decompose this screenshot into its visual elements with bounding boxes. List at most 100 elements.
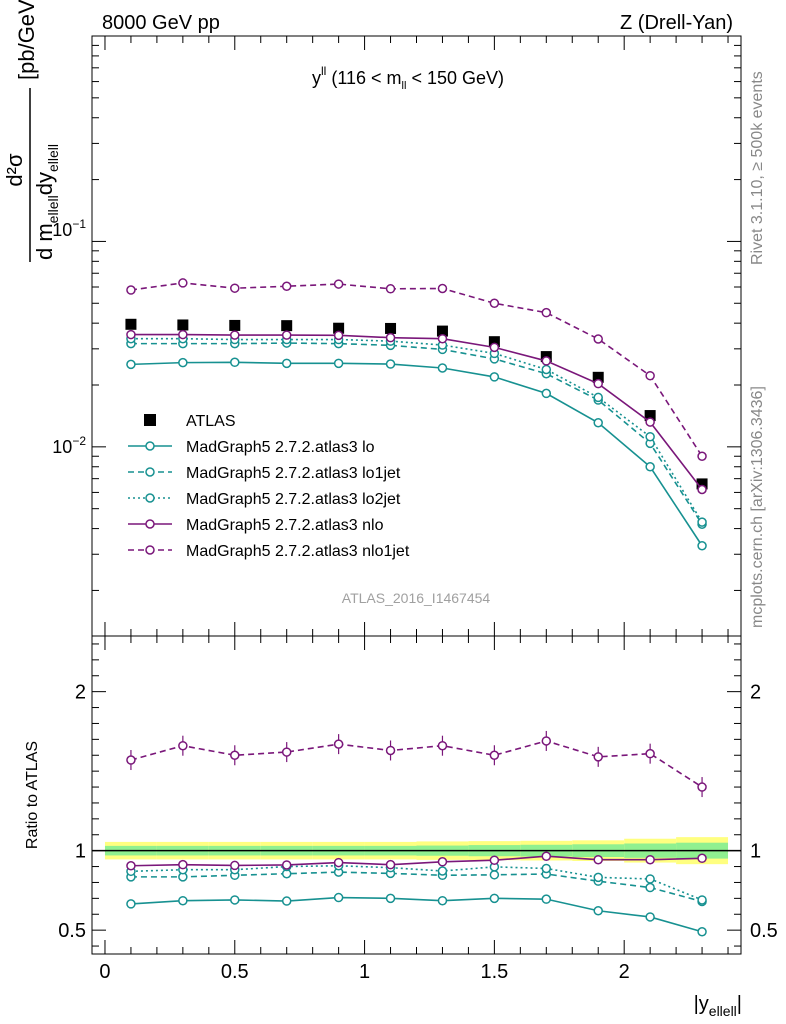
ratio-series-marker bbox=[333, 857, 344, 868]
main-y-axis-label: d²σ d mellelldyellell [pb/GeV] bbox=[2, 0, 61, 262]
main-series-marker bbox=[126, 285, 136, 295]
main-series-marker bbox=[541, 388, 552, 399]
main-series-marker bbox=[593, 418, 603, 428]
ratio-ytick-label: 0.5 bbox=[58, 920, 86, 942]
legend-entry: ATLAS bbox=[144, 413, 236, 430]
legend-marker bbox=[145, 493, 155, 503]
ratio-series-marker bbox=[645, 748, 655, 759]
ratio-series-marker bbox=[281, 860, 292, 870]
main-series-marker bbox=[126, 329, 136, 340]
main-series-line bbox=[130, 361, 703, 547]
ratio-series-line bbox=[130, 740, 703, 788]
ratio-series-marker bbox=[541, 863, 552, 874]
atlas-data-point bbox=[644, 410, 656, 422]
ratio-series-marker bbox=[489, 870, 500, 880]
main-series-marker bbox=[697, 451, 707, 461]
xtick-label: 0 bbox=[99, 961, 110, 983]
main-series-marker bbox=[281, 281, 292, 292]
ratio-ytick-label-right: 2 bbox=[750, 682, 761, 704]
legend-label: MadGraph5 2.7.2.atlas3 lo1jet bbox=[186, 465, 401, 482]
rivet-version-text: Rivet 3.1.10, ≥ 500k events bbox=[749, 71, 766, 265]
ratio-ytick-label-right: 1 bbox=[750, 841, 761, 863]
atlas-data-point bbox=[592, 371, 604, 383]
ratio-ytick-label: 1 bbox=[75, 841, 86, 863]
main-series-marker bbox=[437, 333, 448, 344]
ratio-series-marker bbox=[593, 854, 603, 865]
legend-label: MadGraph5 2.7.2.atlas3 nlo1jet bbox=[186, 543, 410, 560]
ratio-series-marker bbox=[126, 899, 136, 909]
legend-label: MadGraph5 2.7.2.atlas3 nlo bbox=[186, 517, 384, 534]
main-series-marker bbox=[230, 330, 240, 340]
legend-atlas-marker bbox=[144, 414, 156, 426]
atlas-data-point bbox=[385, 322, 397, 334]
xtick-label: 1 bbox=[359, 961, 370, 983]
ratio-series-4 bbox=[126, 730, 707, 798]
main-series-marker bbox=[230, 283, 240, 293]
ratio-series-line bbox=[130, 855, 703, 867]
main-series-marker bbox=[333, 279, 344, 289]
main-panel: yll (116 < mll < 150 GeV) d²σ d mellelld… bbox=[2, 0, 742, 637]
ratio-uncertainty-band bbox=[92, 837, 741, 865]
ratio-series-marker bbox=[437, 895, 448, 906]
main-series-line bbox=[130, 342, 703, 525]
main-series-marker bbox=[178, 357, 188, 368]
legend-label: MadGraph5 2.7.2.atlas3 lo bbox=[186, 439, 375, 456]
ratio-series-marker bbox=[126, 755, 136, 765]
legend-entry: MadGraph5 2.7.2.atlas3 nlo bbox=[128, 517, 384, 534]
ratio-series-marker bbox=[230, 750, 240, 760]
ratio-series-marker bbox=[697, 782, 707, 792]
legend-marker bbox=[145, 441, 155, 451]
ratio-y-axis-label: Ratio to ATLAS bbox=[24, 741, 41, 849]
ratio-series-marker bbox=[541, 894, 552, 904]
main-series-marker bbox=[593, 334, 603, 344]
main-series-marker bbox=[385, 284, 396, 294]
main-ticks bbox=[92, 35, 741, 636]
atlas-data-point bbox=[696, 478, 708, 490]
ratio-series-marker bbox=[489, 893, 500, 904]
xtick-label: 2 bbox=[619, 961, 630, 983]
main-series-marker bbox=[541, 364, 552, 375]
main-series-marker bbox=[333, 330, 344, 341]
atlas-data-point bbox=[333, 322, 345, 334]
ratio-series-marker bbox=[385, 745, 396, 756]
main-series-marker bbox=[281, 358, 292, 369]
atlas-data-point bbox=[281, 320, 293, 332]
main-series-line bbox=[130, 282, 703, 457]
legend-marker bbox=[145, 545, 155, 555]
main-series-5 bbox=[126, 278, 707, 461]
main-series-line bbox=[130, 333, 703, 490]
ylabel-denominator: d mellelldyellell bbox=[32, 144, 61, 260]
main-series-marker bbox=[541, 356, 552, 366]
xtick-label: 0.5 bbox=[221, 961, 249, 983]
legend-label: ATLAS bbox=[186, 413, 236, 430]
header-right: Z (Drell-Yan) bbox=[620, 12, 733, 34]
main-series-marker bbox=[697, 484, 707, 495]
main-series-marker bbox=[437, 363, 448, 373]
ratio-frame bbox=[91, 635, 742, 955]
plot-title: yll (116 < mll < 150 GeV) bbox=[312, 64, 504, 92]
ratio-ytick-label-right: 0.5 bbox=[750, 920, 778, 942]
main-series-marker bbox=[178, 278, 188, 288]
ratio-series-marker bbox=[333, 739, 344, 749]
ratio-series-3 bbox=[126, 851, 707, 871]
ratio-series-marker bbox=[385, 893, 396, 904]
ratio-ytick-label: 2 bbox=[75, 682, 86, 704]
legend-entry: MadGraph5 2.7.2.atlas3 lo1jet bbox=[128, 465, 401, 482]
ratio-series-marker bbox=[281, 896, 292, 906]
ratio-series-marker bbox=[230, 895, 240, 905]
main-series-marker bbox=[489, 342, 500, 353]
ratio-ticks: 0.5 0.5 1 1 2 2 0 0.5 1 1.5 2 bbox=[58, 636, 778, 983]
main-series-marker bbox=[593, 378, 603, 389]
atlas-data-point bbox=[229, 319, 241, 331]
ratio-series-marker bbox=[489, 855, 500, 865]
ratio-series-marker bbox=[437, 740, 448, 751]
ratio-series-marker bbox=[697, 926, 707, 937]
main-series-1 bbox=[126, 357, 707, 551]
ratio-series-marker bbox=[645, 854, 655, 865]
atlas-data-point bbox=[125, 318, 137, 330]
legend-entry: MadGraph5 2.7.2.atlas3 nlo1jet bbox=[128, 543, 410, 560]
main-series-marker bbox=[281, 330, 292, 340]
ratio-series-0 bbox=[126, 892, 707, 937]
ratio-series-marker bbox=[645, 882, 655, 893]
